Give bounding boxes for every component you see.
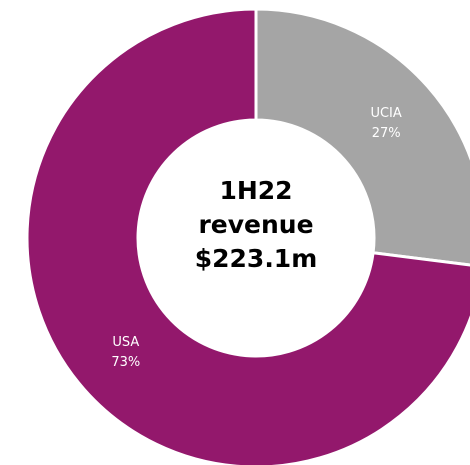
center-text: 1H22: [219, 176, 292, 205]
segment-value: 73%: [111, 355, 140, 370]
segment-name: UCIA: [370, 106, 401, 121]
segment-value: 27%: [372, 126, 401, 141]
donut-segment: [254, 7, 470, 267]
segment-name: USA: [112, 335, 139, 350]
center-text: $223.1m: [195, 244, 318, 273]
center-text: revenue: [198, 210, 313, 239]
